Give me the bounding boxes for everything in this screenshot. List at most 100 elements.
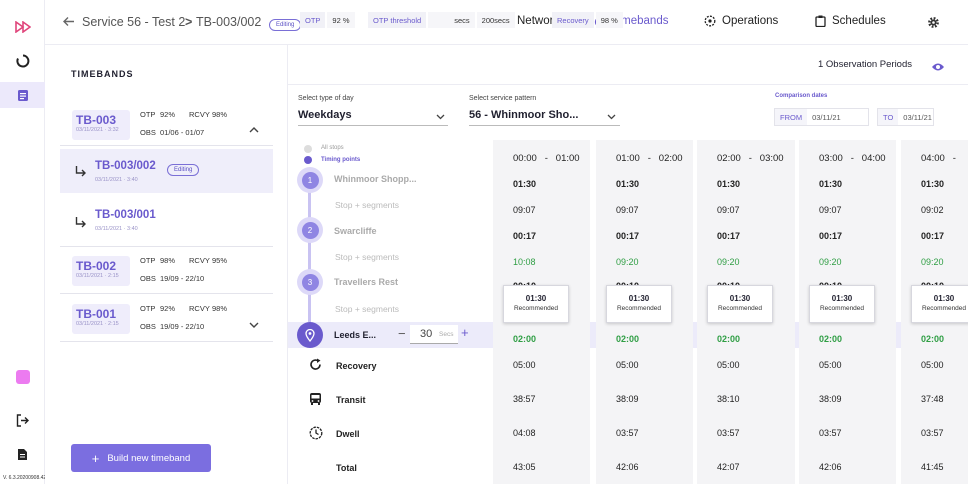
- logout-icon[interactable]: [0, 407, 45, 433]
- time-cell-r1[interactable]: 01:30: [717, 179, 741, 189]
- time-cell-recovery[interactable]: 05:00: [921, 360, 944, 370]
- time-cell-dwell[interactable]: 03:57: [616, 428, 639, 438]
- time-cell-r3[interactable]: 00:17: [513, 231, 537, 241]
- time-cell-r4[interactable]: 10:08: [513, 257, 536, 267]
- time-cell-r4[interactable]: 09:20: [921, 257, 944, 267]
- time-cell-last[interactable]: 02:00: [819, 334, 843, 344]
- recommended-tooltip: 01:30 Recommended: [911, 285, 968, 323]
- time-cell-dwell[interactable]: 03:57: [717, 428, 740, 438]
- nav-operations[interactable]: Operations: [704, 15, 778, 27]
- time-cell-transit[interactable]: 37:48: [921, 394, 944, 404]
- from-date-field[interactable]: FROM 03/11/21: [774, 108, 869, 126]
- time-cell-last[interactable]: 02:00: [513, 334, 537, 344]
- sub-timeband-tb003-002[interactable]: TB-003/002 03/11/2021 · 3:40 Editing: [60, 149, 273, 193]
- time-cell-r2[interactable]: 09:07: [513, 205, 536, 215]
- time-cell-recovery[interactable]: 05:00: [717, 360, 740, 370]
- pattern-select[interactable]: 56 - Whinmoor Sho...: [469, 109, 620, 126]
- chevron-down-icon[interactable]: [249, 316, 259, 334]
- timeband-card-tb002[interactable]: TB-002 03/11/2021 · 2:15 OTP 98% RCVY 95…: [60, 250, 273, 294]
- nav-schedules[interactable]: Schedules: [815, 15, 886, 27]
- total-row-label: Total: [336, 463, 357, 473]
- settings-gear-icon[interactable]: [927, 16, 940, 34]
- time-cell-r1[interactable]: 01:30: [819, 179, 843, 189]
- recovery-stepper-input[interactable]: 30 Secs: [410, 325, 458, 344]
- time-cell-dwell[interactable]: 03:57: [819, 428, 842, 438]
- sub-timeband-tb003-001[interactable]: TB-003/001 03/11/2021 · 3:40: [60, 200, 273, 244]
- location-pin-icon[interactable]: [297, 322, 323, 348]
- obs-label: OBS: [140, 322, 156, 331]
- observation-periods: 1 Observation Periods: [818, 59, 912, 70]
- stop-node[interactable]: 2: [297, 217, 323, 243]
- time-cell-r1[interactable]: 01:30: [616, 179, 640, 189]
- status-badge-wrap: Editing: [269, 13, 302, 31]
- otp-label: OTP: [140, 304, 156, 313]
- timing-points-dot[interactable]: [304, 156, 312, 164]
- stepper-minus-button[interactable]: −: [398, 326, 406, 341]
- time-cell-r1[interactable]: 01:30: [513, 179, 537, 189]
- metrics-bar: [288, 45, 968, 85]
- color-swatch-icon[interactable]: [0, 364, 45, 390]
- rcvy-label: RCVY: [189, 110, 210, 119]
- stop-number: 2: [301, 221, 319, 239]
- all-stops-dot[interactable]: [304, 145, 312, 153]
- time-cell-dwell[interactable]: 04:08: [513, 428, 536, 438]
- column-from-time: 00:00: [513, 153, 537, 164]
- recommended-label: Recommended: [921, 305, 967, 312]
- time-cell-recovery[interactable]: 05:00: [616, 360, 639, 370]
- time-cell-recovery[interactable]: 05:00: [819, 360, 842, 370]
- time-cell-r2[interactable]: 09:02: [921, 205, 944, 215]
- time-cell-r1[interactable]: 01:30: [921, 179, 945, 189]
- time-cell-r3[interactable]: 00:17: [819, 231, 843, 241]
- time-cell-last[interactable]: 02:00: [921, 334, 945, 344]
- stop-node[interactable]: 3: [297, 269, 323, 295]
- fast-forward-logo-icon[interactable]: [0, 14, 45, 40]
- time-cell-recovery[interactable]: 05:00: [513, 360, 536, 370]
- otp-chip-label: OTP: [300, 12, 326, 28]
- to-date-field[interactable]: TO 03/11/21: [877, 108, 934, 126]
- time-cell-r3[interactable]: 00:17: [717, 231, 741, 241]
- time-cell-r4[interactable]: 09:20: [819, 257, 842, 267]
- timeband-code: TB-002: [76, 259, 117, 273]
- time-cell-r4[interactable]: 09:20: [717, 257, 740, 267]
- loading-ring-icon[interactable]: [0, 48, 45, 74]
- time-cell-transit[interactable]: 38:09: [819, 394, 842, 404]
- column-to-time: 03:00: [759, 153, 784, 164]
- obs-range: 01/06 - 01/07: [160, 128, 205, 137]
- time-cell-r3[interactable]: 00:17: [616, 231, 640, 241]
- back-arrow-icon[interactable]: [62, 15, 75, 33]
- time-cell-total[interactable]: 41:45: [921, 462, 944, 472]
- time-cell-dwell[interactable]: 03:57: [921, 428, 944, 438]
- chevron-up-icon[interactable]: [249, 120, 259, 138]
- timeband-card-tb001[interactable]: TB-001 03/11/2021 · 2:15 OTP 92% RCVY 98…: [60, 298, 273, 342]
- time-cell-r4[interactable]: 09:20: [616, 257, 639, 267]
- breadcrumb-service[interactable]: Service 56 - Test 2: [82, 15, 186, 29]
- recommended-tooltip: 01:30 Recommended: [606, 285, 672, 323]
- time-cell-transit[interactable]: 38:09: [616, 394, 639, 404]
- time-cell-r2[interactable]: 09:07: [819, 205, 842, 215]
- time-cell-last[interactable]: 02:00: [717, 334, 741, 344]
- time-cell-transit[interactable]: 38:57: [513, 394, 536, 404]
- time-cell-last[interactable]: 02:00: [616, 334, 640, 344]
- time-cell-r2[interactable]: 09:07: [616, 205, 639, 215]
- rcvy-value: 95%: [212, 256, 228, 265]
- timeband-code-block: TB-001 03/11/2021 · 2:15: [72, 304, 130, 334]
- stop-node[interactable]: 1: [297, 167, 323, 193]
- time-cell-r3[interactable]: 00:17: [921, 231, 945, 241]
- time-cell-transit[interactable]: 38:10: [717, 394, 740, 404]
- column-from-time: 02:00: [717, 153, 741, 164]
- stepper-plus-button[interactable]: +: [461, 325, 469, 340]
- timeband-card-tb003[interactable]: TB-003 03/11/2021 · 3:32 OTP 92% RCVY 98…: [60, 104, 273, 146]
- eye-icon[interactable]: [931, 59, 945, 77]
- file-icon[interactable]: [0, 441, 45, 467]
- build-new-timeband-button[interactable]: + Build new timeband: [71, 444, 211, 472]
- time-cell-total[interactable]: 42:06: [616, 462, 639, 472]
- stop-segments-label: Stop + segments: [335, 200, 400, 210]
- time-cell-total[interactable]: 43:05: [513, 462, 536, 472]
- day-type-select[interactable]: Weekdays: [298, 109, 448, 126]
- time-cell-total[interactable]: 42:07: [717, 462, 740, 472]
- time-cell-total[interactable]: 42:06: [819, 462, 842, 472]
- document-nav-icon[interactable]: [0, 82, 45, 108]
- sub-timeband-code: TB-003/001: [95, 209, 156, 221]
- rcvy-label: RCVY: [189, 304, 210, 313]
- time-cell-r2[interactable]: 09:07: [717, 205, 740, 215]
